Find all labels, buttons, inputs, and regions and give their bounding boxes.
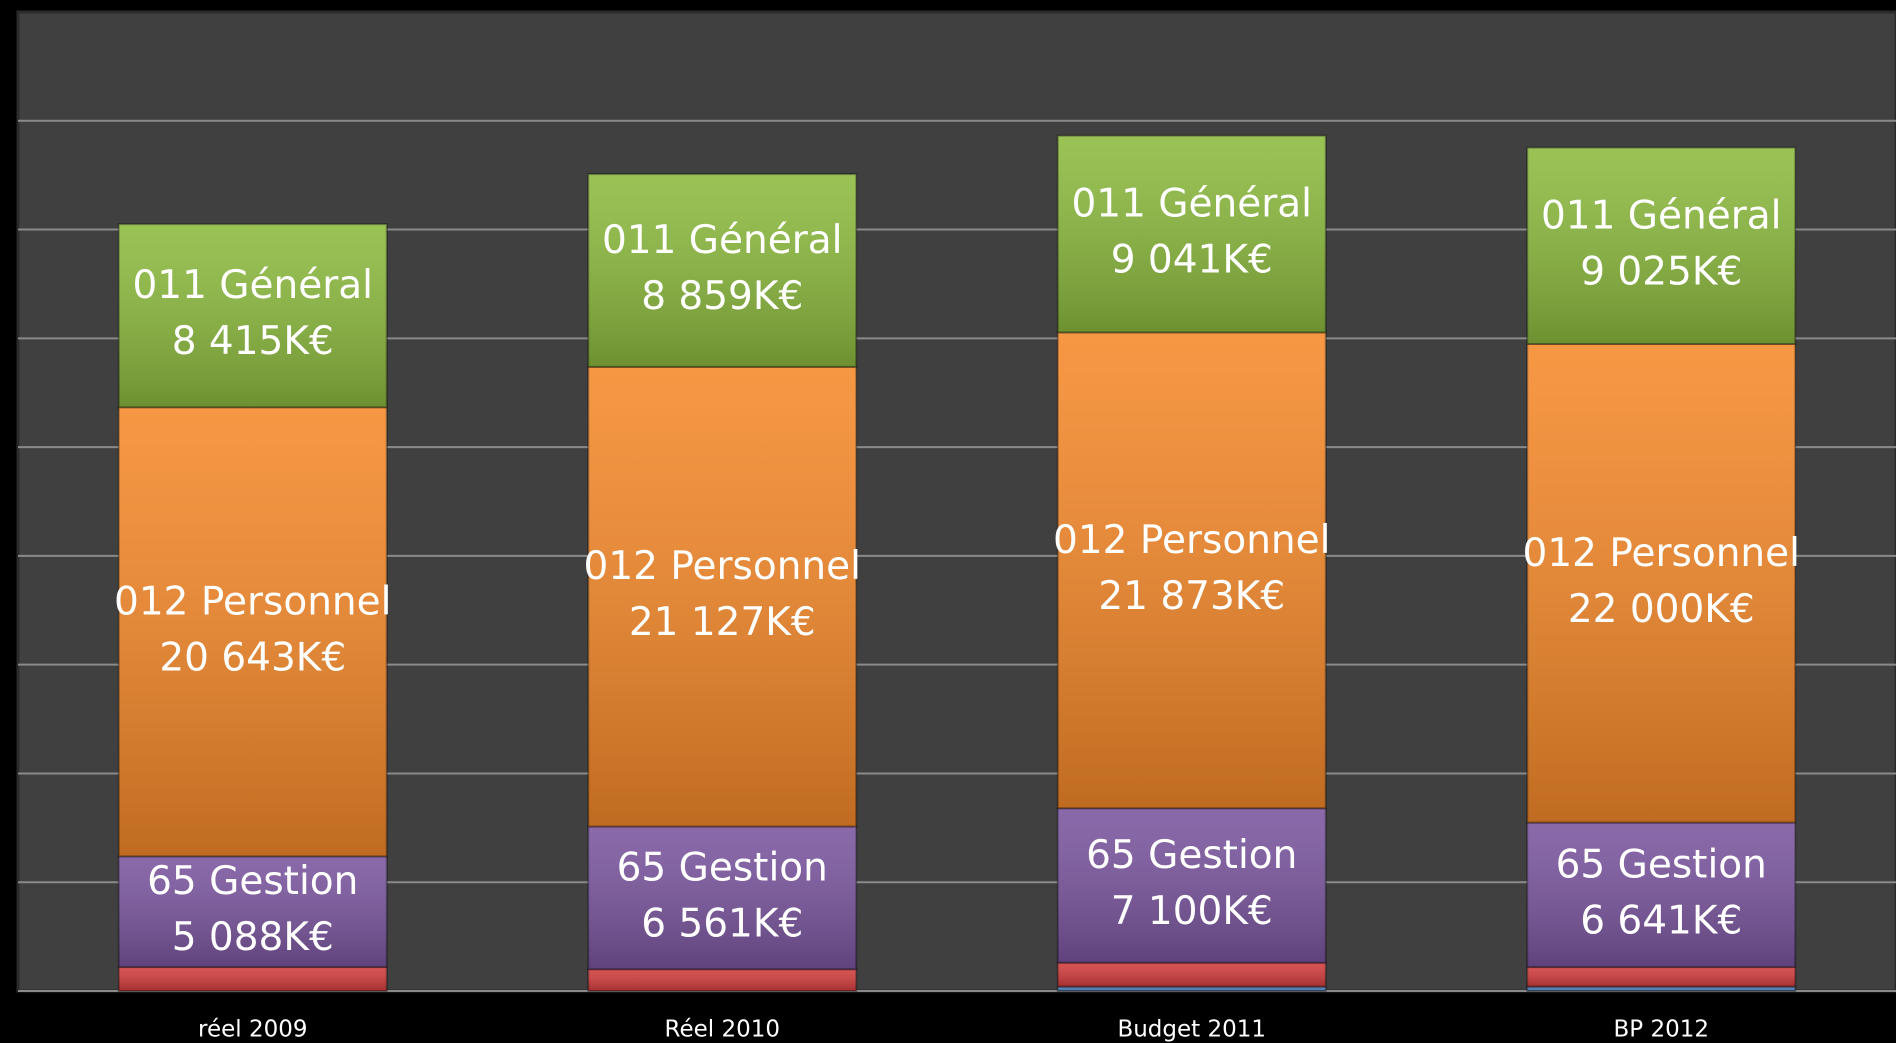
bar-shade [118,856,387,968]
segment-name: 011 Général [1071,182,1312,227]
bar-shade [1527,822,1796,968]
segment-name: 65 Gestion [147,859,358,904]
x-tick-label: Budget 2011 [1117,1017,1266,1043]
bar-shade [1057,332,1326,809]
bar-shade [1527,147,1796,344]
bar-shade [118,224,387,408]
bar-shade [588,366,857,827]
bar-shade [588,174,857,367]
segment-value-label: 8 859K€ [641,274,803,319]
bar-shade [1057,135,1326,333]
segment-name: 65 Gestion [1086,833,1297,878]
segment-value-label: 5 088K€ [172,915,334,960]
bar-shade [118,407,387,857]
segment-value-label: 9 041K€ [1111,238,1273,283]
segment-name: 65 Gestion [617,845,828,890]
bar-shade [1527,986,1796,991]
segment-value-label: 7 100K€ [1111,889,1273,934]
bar-shade [1057,986,1326,991]
segment-value-label: 21 127K€ [629,600,816,645]
segment-name: 011 Général [602,218,843,263]
x-tick-label: BP 2012 [1614,1017,1710,1043]
segment-value-label: 20 643K€ [159,635,346,680]
bar-shade [1527,967,1796,987]
segment-name: 012 Personnel [1053,518,1330,563]
bar-shade [118,967,387,991]
x-tick-label: réel 2009 [198,1017,308,1043]
segment-value-label: 22 000K€ [1568,587,1755,632]
x-tick-label: Réel 2010 [665,1017,780,1043]
segment-value-label: 21 873K€ [1098,574,1285,619]
segment-name: 012 Personnel [1523,531,1800,576]
segment-name: 011 Général [1541,193,1782,238]
segment-name: 012 Personnel [584,544,861,589]
bar-shade [588,969,857,991]
bar-shade [588,826,857,970]
bar-shade [1527,343,1796,823]
segment-name: 012 Personnel [114,579,391,624]
segment-value-label: 6 641K€ [1580,898,1742,943]
segment-value-label: 8 415K€ [172,319,334,364]
bar-shade [1057,808,1326,963]
segment-value-label: 9 025K€ [1580,249,1742,294]
segment-name: 011 Général [132,263,373,308]
segment-value-label: 6 561K€ [641,901,803,946]
bar-shade [1057,962,1326,987]
segment-name: 65 Gestion [1556,842,1767,887]
